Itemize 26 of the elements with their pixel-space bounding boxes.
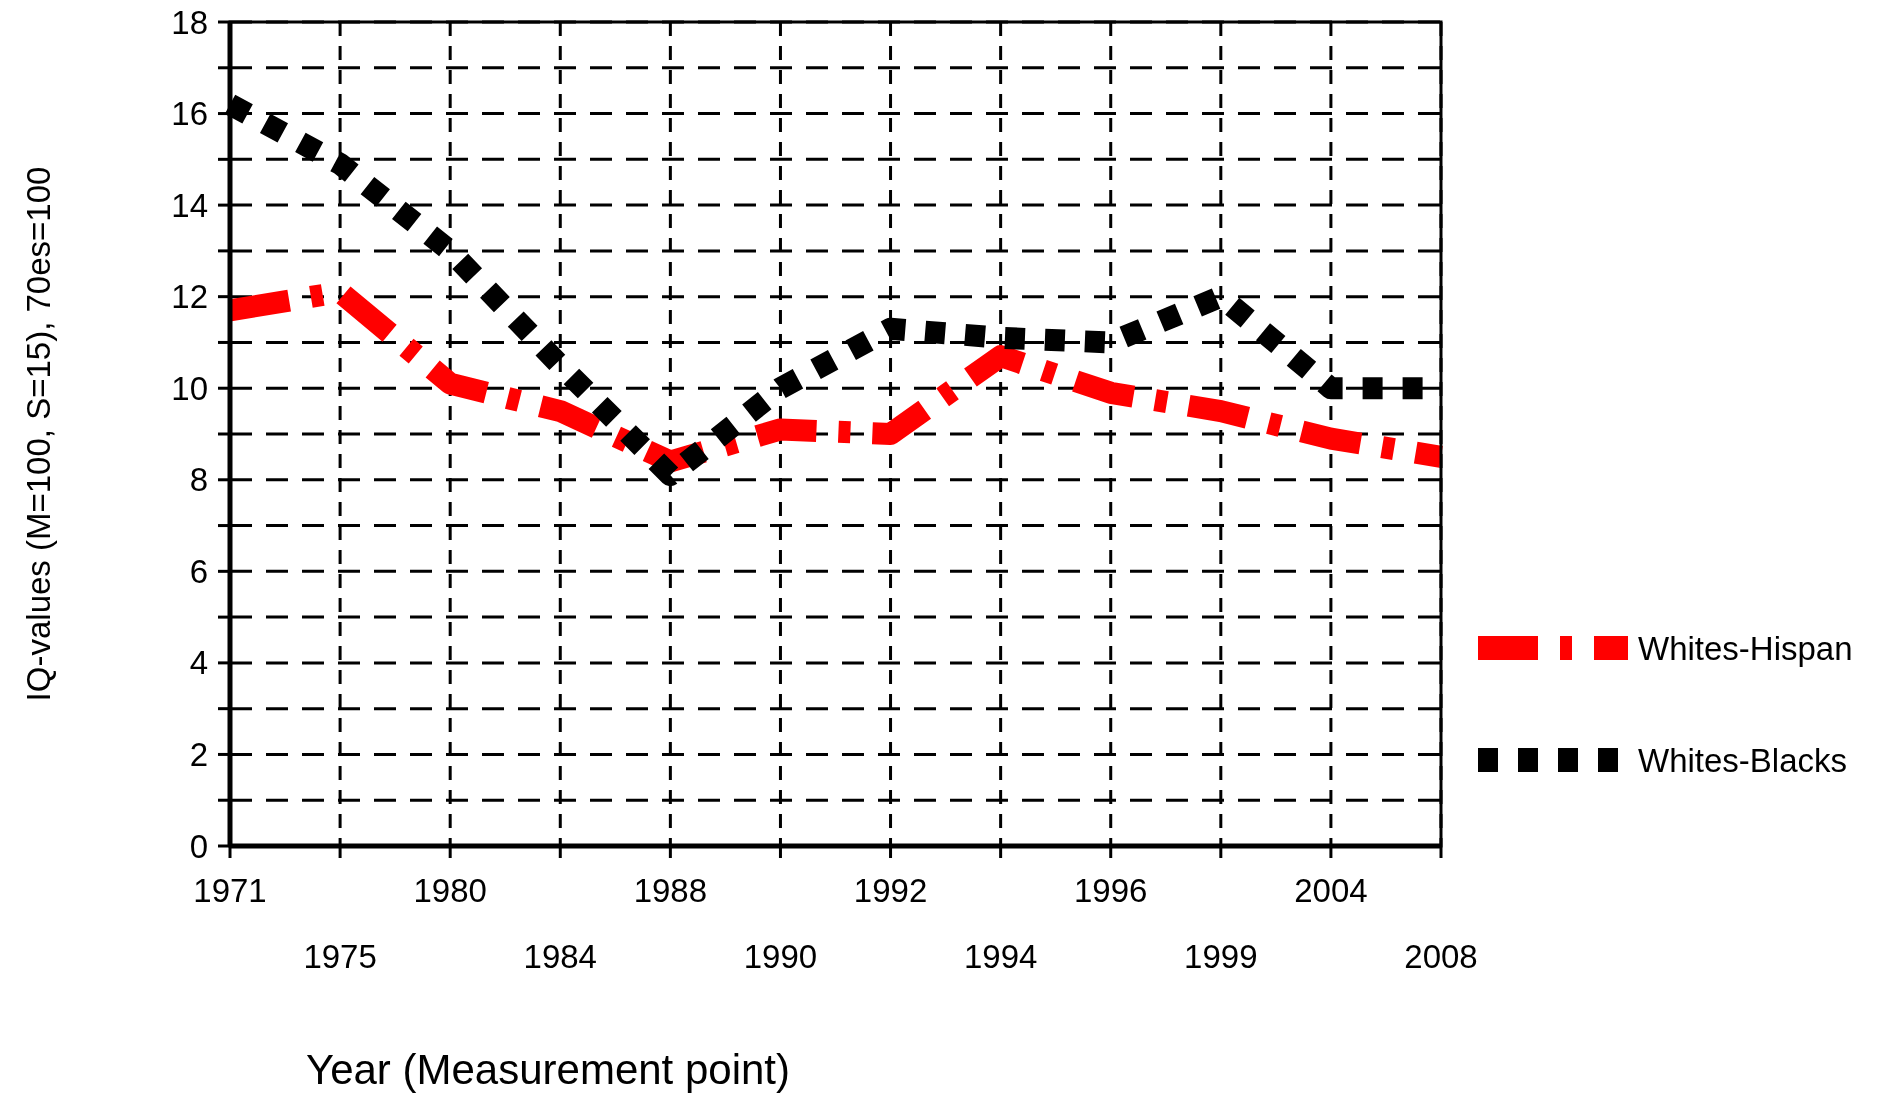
x-axis-title: Year (Measurement point) (305, 1046, 791, 1093)
x-tick-label: 1980 (413, 872, 487, 909)
x-tick-label: 1999 (1184, 938, 1258, 975)
y-axis-title: IQ-values (M=100, S=15), 70es=100 (20, 166, 57, 702)
legend-label: Whites-Blacks (1638, 741, 1848, 779)
x-tick-label: 2008 (1404, 938, 1478, 975)
y-tick-label: 18 (171, 3, 208, 41)
y-tick-label: 6 (189, 552, 208, 590)
y-tick-label: 4 (189, 644, 208, 682)
x-tick-label: 1971 (193, 872, 267, 909)
legend-label: Whites-Hispan (1638, 629, 1853, 667)
y-tick-label: 16 (171, 95, 208, 133)
y-tick-label: 14 (171, 186, 208, 224)
y-tick-label: 12 (171, 278, 208, 316)
y-tick-label: 2 (189, 735, 208, 773)
x-tick-label: 1975 (303, 938, 377, 975)
x-tick-label: 1988 (633, 872, 708, 909)
y-tick-label: 8 (189, 461, 208, 499)
x-tick-label: 2004 (1294, 872, 1368, 909)
x-tick-label: 1992 (853, 872, 928, 909)
x-tick-label: 1984 (523, 938, 597, 975)
x-tick-label: 1996 (1074, 872, 1148, 909)
y-tick-label: 10 (171, 369, 208, 407)
x-tick-label: 1990 (743, 938, 818, 975)
y-tick-label: 0 (189, 827, 208, 865)
x-tick-label: 1994 (963, 938, 1038, 975)
